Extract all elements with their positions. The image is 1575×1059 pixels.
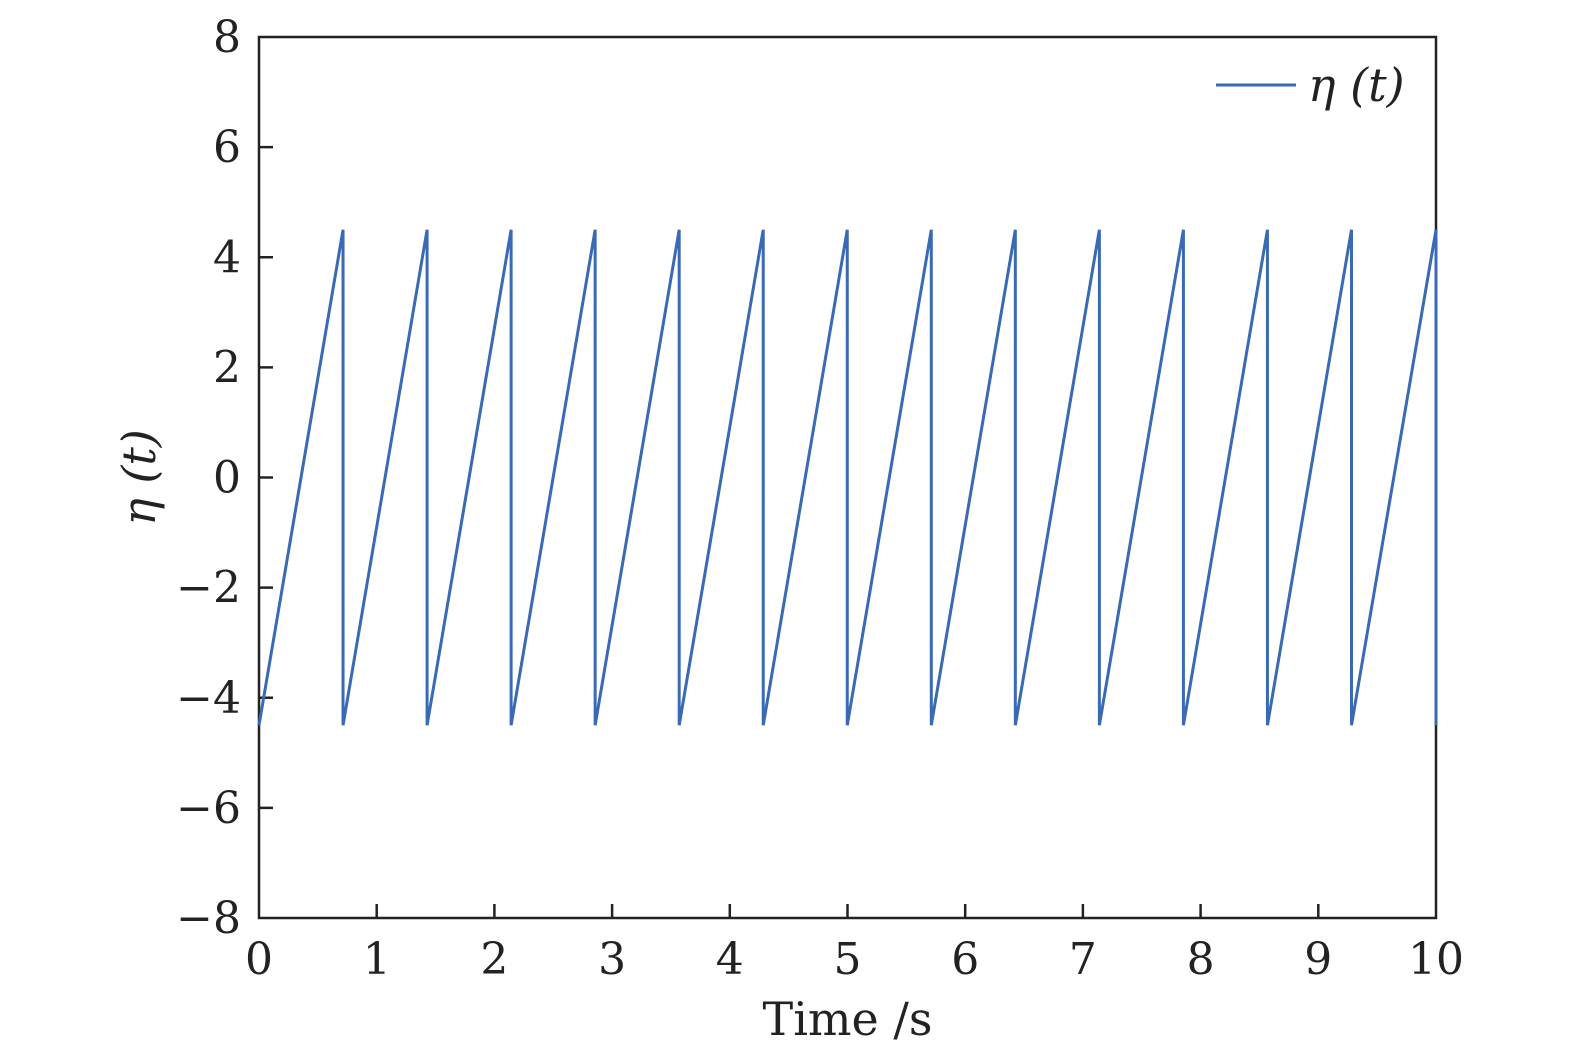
y-tick-label: 2 xyxy=(213,342,241,393)
series-line xyxy=(257,229,1438,726)
x-tick-label: 7 xyxy=(1069,934,1097,985)
y-tick-label: −6 xyxy=(176,783,241,834)
x-tick-label: 6 xyxy=(951,934,979,985)
x-axis-label: Time /s xyxy=(763,992,933,1046)
x-tick-label: 0 xyxy=(245,934,273,985)
x-tick-label: 9 xyxy=(1304,934,1332,985)
y-tick-label: −8 xyxy=(176,893,241,944)
y-axis-label: η (t) xyxy=(112,429,166,526)
x-tick-label: 3 xyxy=(598,934,626,985)
y-tick-label: 0 xyxy=(213,453,241,504)
x-tick-label: 8 xyxy=(1187,934,1215,985)
y-tick-label: 8 xyxy=(213,12,241,63)
x-tick-label: 10 xyxy=(1408,934,1464,985)
y-axis: −8 −6 −4 −2 0 2 4 6 8 xyxy=(176,12,273,944)
y-tick-label: −4 xyxy=(176,673,241,724)
legend: η (t) xyxy=(1216,58,1405,112)
x-tick-label: 2 xyxy=(480,934,508,985)
legend-label: η (t) xyxy=(1308,58,1405,112)
y-tick-label: 6 xyxy=(213,122,241,173)
x-tick-label: 5 xyxy=(834,934,862,985)
x-axis: 0 1 2 3 4 5 6 7 8 9 10 xyxy=(245,904,1464,985)
series-layer xyxy=(257,229,1438,726)
y-tick-label: 4 xyxy=(213,232,241,283)
x-tick-label: 4 xyxy=(716,934,744,985)
x-tick-label: 1 xyxy=(363,934,391,985)
y-tick-label: −2 xyxy=(176,563,241,614)
